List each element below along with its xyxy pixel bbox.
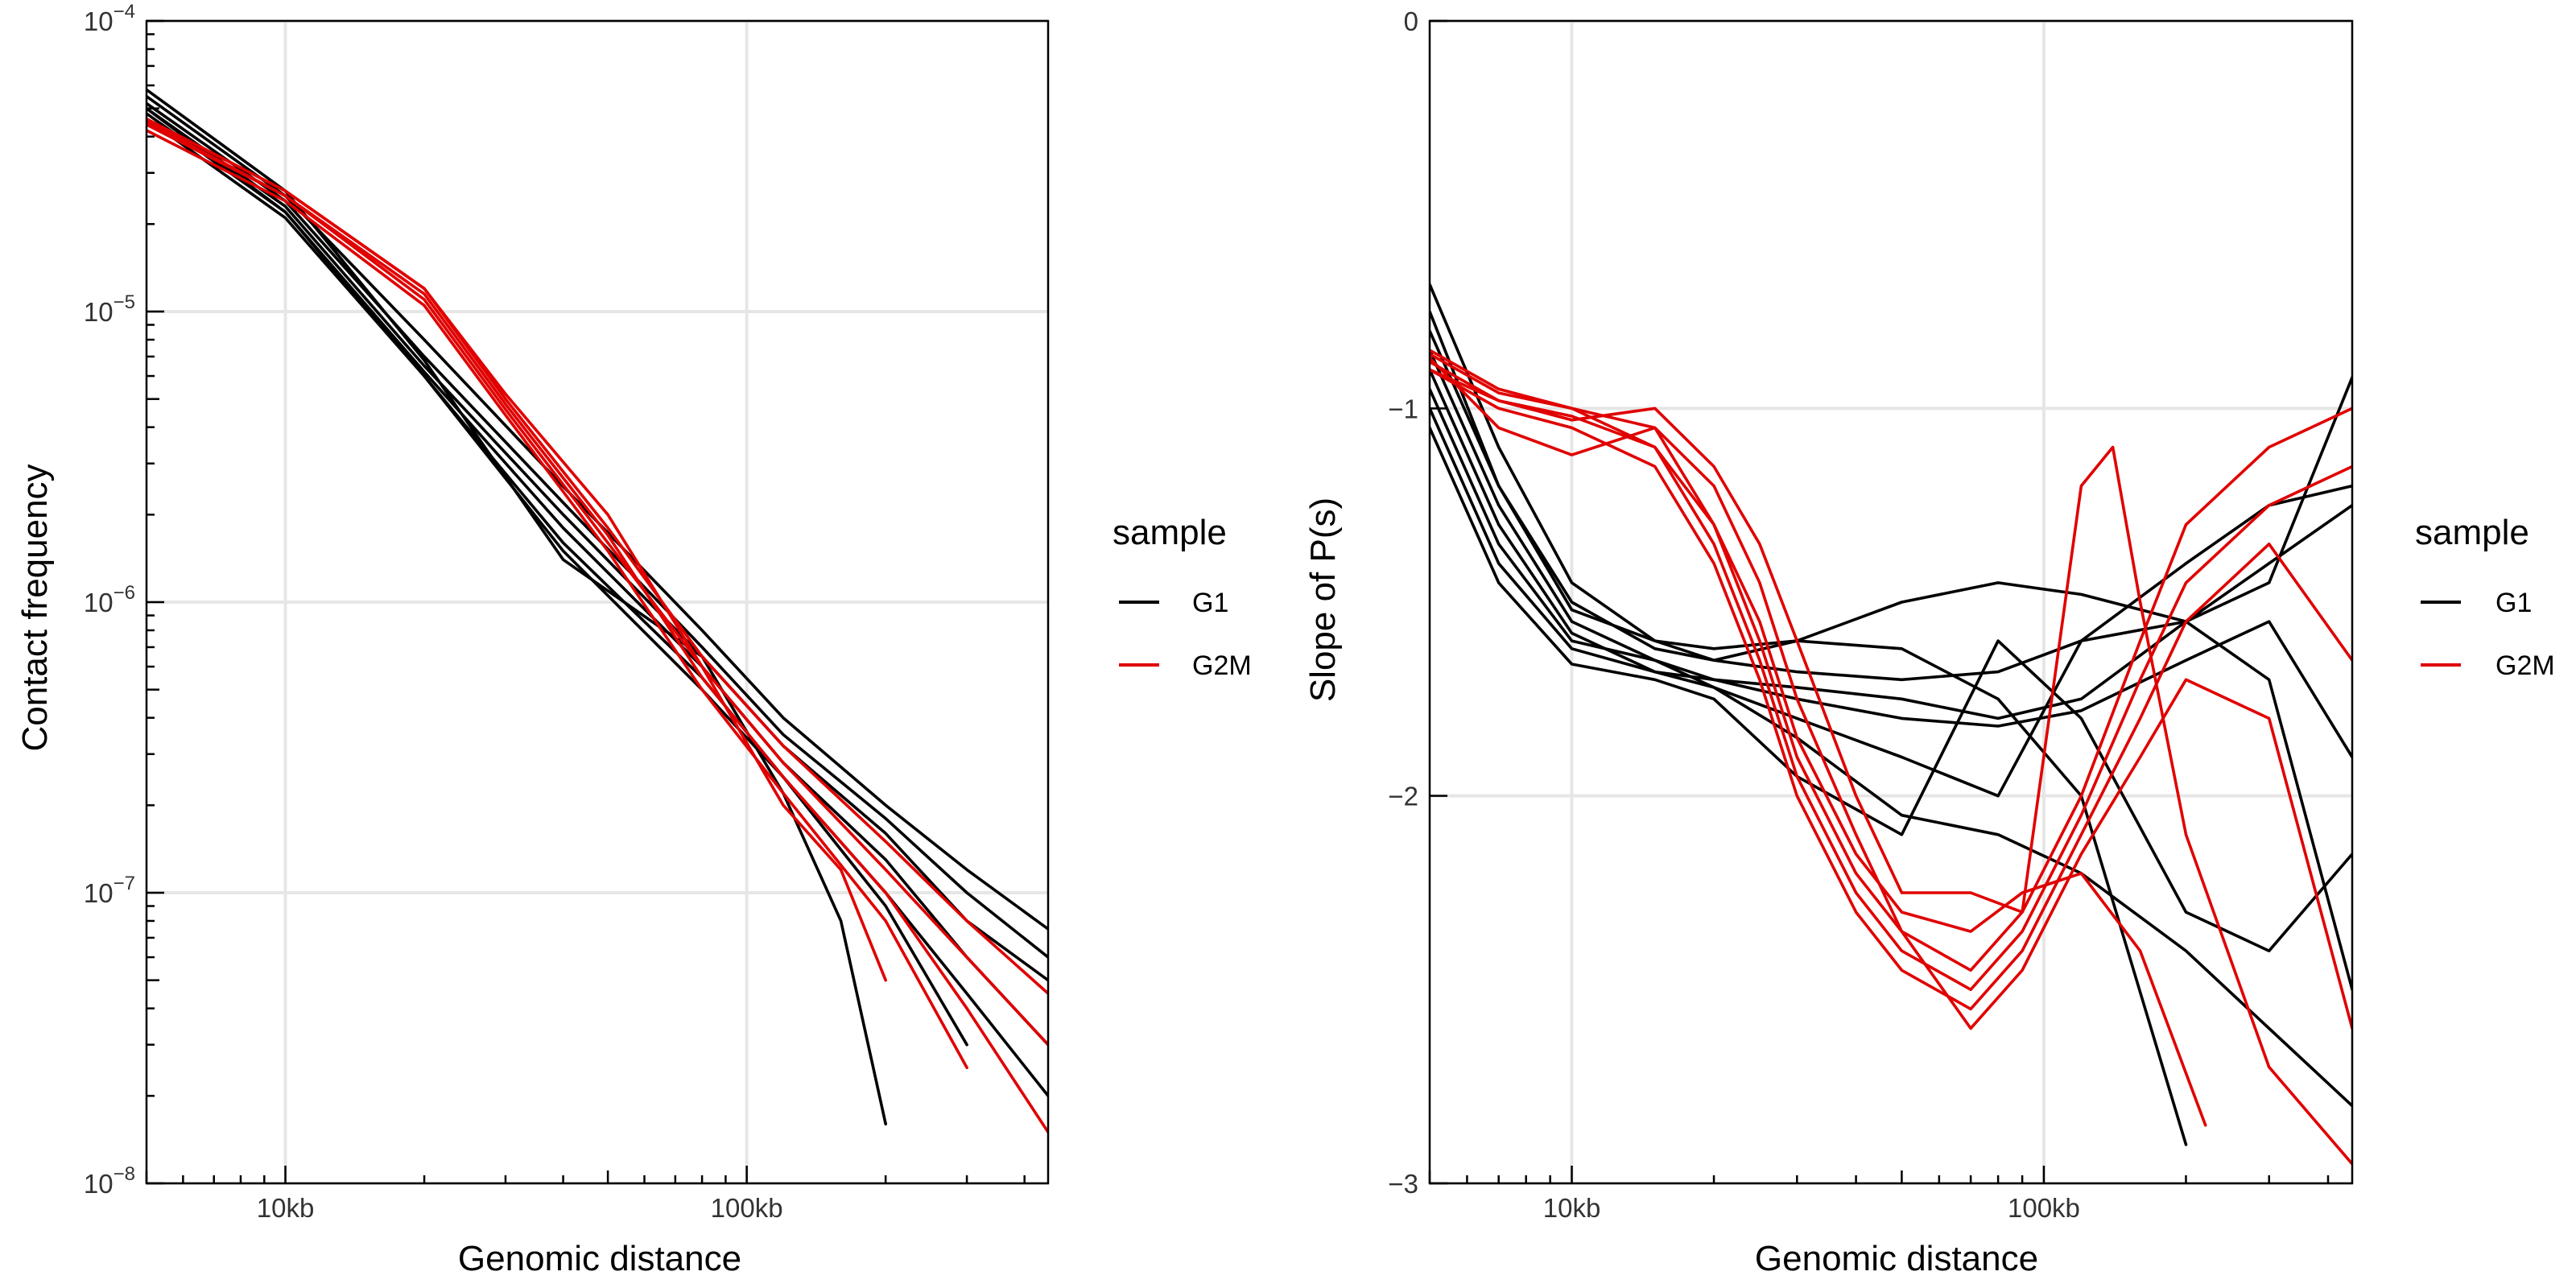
left-y-tick-label: 10−6 [84,582,135,617]
left-series-line-g1-5 [147,117,1048,1098]
right-y-tick-label: 0 [1404,6,1418,36]
left-y-tick-label: 10−7 [84,873,135,908]
left-y-tick-label: 10−5 [84,291,135,327]
right-legend-label-g1: G1 [2496,588,2532,618]
right-x-axis-title: Genomic distance [1755,1239,2038,1278]
right-legend-title: sample [2415,513,2529,552]
right-y-tick-label: −3 [1388,1169,1418,1199]
right-series-line-g1-3 [1430,349,2352,720]
right-series-line-g2m-10 [1430,360,2352,992]
left-series-line-g2m-11 [147,129,968,1070]
right-x-tick-label: 10kb [1543,1193,1601,1223]
left-series-line-g1-4 [147,112,1048,1046]
right-y-axis-title: Slope of P(s) [1303,497,1343,702]
left-x-tick-label: 100kb [711,1193,783,1223]
right-panel-slope: 10kb 100kb 0 −1 −2 −3 [1388,6,2354,1223]
left-x-axis-title: Genomic distance [458,1239,741,1278]
right-x-tick-label: 100kb [2008,1193,2080,1223]
right-y-tick-label: −1 [1388,394,1418,423]
right-plot-frame [1428,19,2354,1185]
right-y-ticks: 0 −1 −2 −3 [1388,6,1447,1199]
right-y-tick-label: −2 [1388,782,1418,811]
right-legend: sample G1 G2M [2415,513,2555,681]
left-y-tick-label: 10−8 [84,1163,135,1199]
left-x-ticks: 10kb 100kb [145,1166,1026,1223]
left-panel-contact-frequency: 10kb 100kb 10−8 10−7 10−6 10−5 10−4 [84,1,1050,1223]
left-legend-label-g1: G1 [1192,588,1228,618]
right-series-line-g2m-9 [1430,349,2352,972]
right-series-line-g1-4 [1430,368,2352,759]
left-y-tick-label: 10−4 [84,1,135,36]
right-series-line-g1-1 [1430,283,2352,663]
left-series-line-g1-7 [147,106,968,1046]
right-series-line-g1-7 [1430,426,2352,952]
right-series-line-g1-2 [1430,329,2352,682]
left-series-line-g1-3 [147,106,1048,982]
right-x-ticks: 10kb 100kb [1428,1166,2330,1223]
right-legend-label-g2m: G2M [2496,650,2555,681]
left-x-tick-label: 10kb [257,1193,315,1223]
right-series-line-g1-6 [1430,407,2352,1108]
right-series-group [1430,283,2352,1166]
left-series-group [147,88,1048,1134]
left-series-line-g2m-12 [147,117,887,982]
left-series-line-g2m-10 [147,120,1048,1134]
left-legend-title: sample [1113,513,1227,552]
left-legend-label-g2m: G2M [1192,650,1252,681]
right-series-line-g2m-11 [1430,368,2352,1011]
right-series-line-g1-8 [1430,310,2188,1146]
right-series-line-g2m-12 [1430,356,2352,1030]
left-legend: sample G1 G2M [1113,513,1252,681]
right-series-line-g2m-14 [1430,353,2207,1127]
right-series-line-g1-5 [1430,387,2352,992]
left-series-line-g1-2 [147,101,1048,959]
right-series-line-g2m-13 [1430,368,2352,1166]
left-series-line-g1-1 [147,94,1048,931]
left-y-axis-title: Contact frequency [15,464,55,751]
left-y-ticks: 10−8 10−7 10−6 10−5 10−4 [84,1,164,1199]
left-series-line-g1-6 [147,88,887,1126]
